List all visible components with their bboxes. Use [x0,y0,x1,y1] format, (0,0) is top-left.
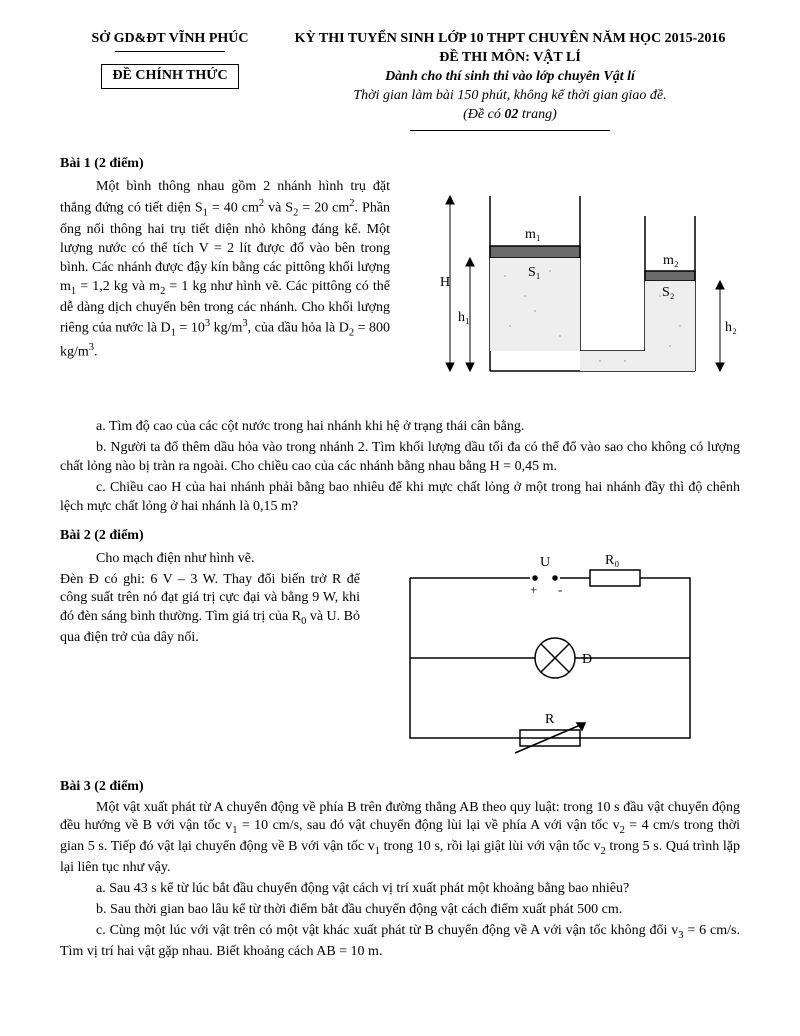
label-R0: R₀ [605,553,619,568]
b2-title: Bài 2 (2 điểm) [60,527,740,546]
b1-para: Một bình thông nhau gồm 2 nhánh hình trụ… [60,178,390,362]
b3-qb: b. Sau thời gian bao lâu kể từ thời điểm… [60,901,740,920]
b2-figure: U + - R₀ Đ R [380,548,720,768]
label-minus: - [558,582,562,597]
b2-p2: Đèn Đ có ghi: 6 V – 3 W. Thay đổi biến t… [60,571,360,649]
header-left: SỞ GD&ĐT VĨNH PHÚC ĐỀ CHÍNH THỨC [60,30,280,89]
label-H: H [440,275,450,290]
b2-p1: Cho mạch điện như hình vẽ. [60,550,360,569]
duration: Thời gian làm bài 150 phút, không kể thờ… [280,87,740,106]
org-underline [115,51,225,52]
label-S2: S₂ [662,285,675,300]
official-stamp: ĐỀ CHÍNH THỨC [101,64,238,89]
b1-qa: a. Tìm độ cao của các cột nước trong hai… [60,418,740,437]
label-m2: m₂ [663,253,679,268]
b2-row: Cho mạch điện như hình vẽ. Đèn Đ có ghi:… [60,548,740,768]
b2-text: Cho mạch điện như hình vẽ. Đèn Đ có ghi:… [60,548,360,651]
b3-p1: Một vật xuất phát từ A chuyển động về ph… [60,799,740,879]
b1-qb: b. Người ta đổ thêm dầu hỏa vào trong nh… [60,439,740,477]
b3-qc: c. Cùng một lúc với vật trên có một vật … [60,922,740,962]
b1-figure: H h₁ h₂ m₁ m₂ S₁ S₂ [410,176,740,416]
label-lamp: Đ [582,652,592,667]
pages-num: 02 [504,107,518,122]
pages-suffix: trang) [518,107,557,122]
b3-title: Bài 3 (2 điểm) [60,778,740,797]
b3-qa: a. Sau 43 s kể từ lúc bắt đầu chuyển độn… [60,880,740,899]
page-count: (Đề có 02 trang) [280,106,740,125]
vessel-diagram: H h₁ h₂ m₁ m₂ S₁ S₂ [410,176,740,416]
header-right: KỲ THI TUYỂN SINH LỚP 10 THPT CHUYÊN NĂM… [280,30,740,145]
b1-title: Bài 1 (2 điểm) [60,155,740,174]
organization: SỞ GD&ĐT VĨNH PHÚC [60,30,280,49]
label-R: R [545,712,555,727]
target: Dành cho thí sinh thi vào lớp chuyên Vật… [280,68,740,87]
header-divider [410,130,610,131]
label-U: U [540,555,550,570]
header: SỞ GD&ĐT VĨNH PHÚC ĐỀ CHÍNH THỨC KỲ THI … [60,30,740,145]
b1-row: Một bình thông nhau gồm 2 nhánh hình trụ… [60,176,740,416]
label-plus: + [530,582,537,597]
pages-prefix: (Đề có [463,107,504,122]
label-h1: h₁ [458,310,470,325]
label-h2: h₂ [725,320,737,335]
b1-qc: c. Chiều cao H của hai nhánh phải bằng b… [60,479,740,517]
b1-text: Một bình thông nhau gồm 2 nhánh hình trụ… [60,176,390,364]
label-S1: S₁ [528,265,541,280]
subject: ĐỀ THI MÔN: VẬT LÍ [280,49,740,68]
exam-title: KỲ THI TUYỂN SINH LỚP 10 THPT CHUYÊN NĂM… [280,30,740,49]
label-m1: m₁ [525,227,541,242]
circuit-diagram: U + - R₀ Đ R [380,548,720,768]
